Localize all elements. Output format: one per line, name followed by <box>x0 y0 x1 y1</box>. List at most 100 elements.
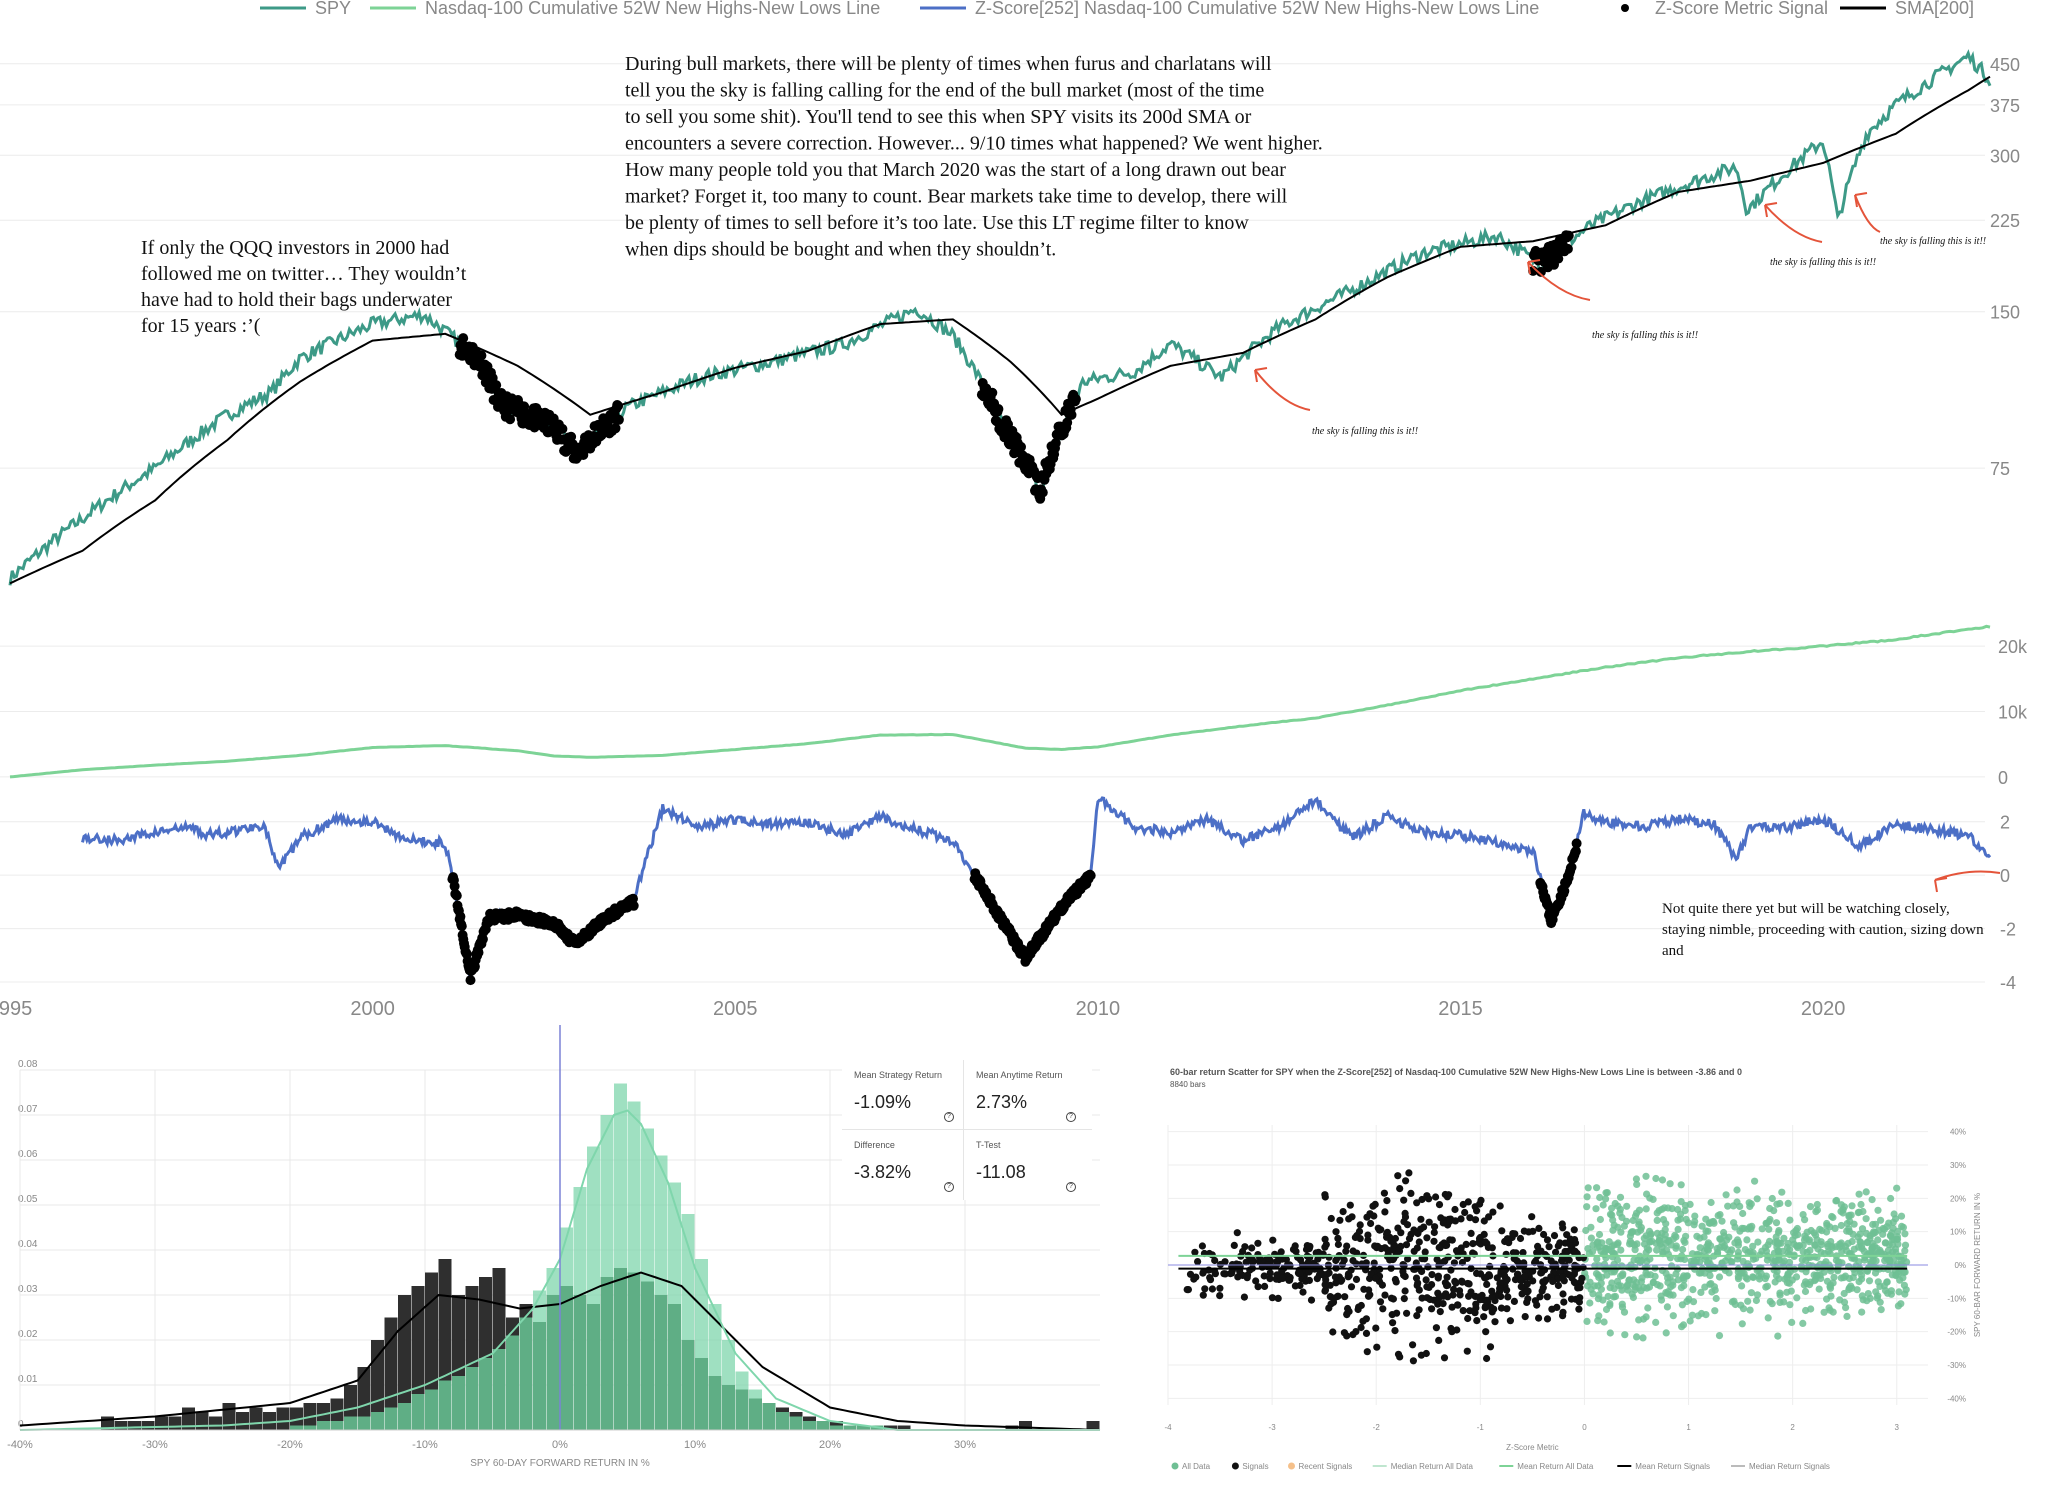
data-point <box>1362 1329 1371 1337</box>
data-point <box>1582 1226 1590 1235</box>
data-point <box>1611 1292 1620 1301</box>
data-point <box>1596 1193 1604 1202</box>
data-point <box>1269 1236 1277 1244</box>
data-point <box>1616 1209 1624 1217</box>
data-point <box>1856 1230 1864 1238</box>
data-point <box>1549 1277 1557 1285</box>
data-point <box>1888 1229 1896 1237</box>
data-point <box>1639 1334 1647 1342</box>
data-point <box>1775 1256 1783 1264</box>
data-point <box>1521 1313 1529 1321</box>
signal-dot <box>1070 394 1081 405</box>
data-point <box>1489 1208 1497 1216</box>
help-icon[interactable]: ? <box>1066 1182 1076 1192</box>
data-point <box>1644 1304 1652 1312</box>
data-point <box>1400 1295 1408 1303</box>
data-point <box>1868 1196 1876 1204</box>
data-point <box>1707 1198 1715 1207</box>
data-point <box>1764 1314 1772 1322</box>
data-point <box>1737 1301 1745 1309</box>
signal-bar <box>371 1340 384 1430</box>
y-tick-label: 0 <box>1998 768 2008 788</box>
signal-bar <box>263 1412 276 1430</box>
signal-dot <box>1085 870 1096 881</box>
data-point <box>1746 1306 1754 1314</box>
x-tick-label: 2000 <box>350 998 395 1020</box>
data-point <box>1422 1349 1430 1358</box>
scatter-subtitle: 8840 bars <box>1170 1080 1206 1089</box>
data-point <box>1439 1300 1447 1308</box>
data-point <box>1510 1297 1518 1305</box>
help-icon[interactable]: ? <box>944 1112 954 1122</box>
data-point <box>1559 1308 1567 1316</box>
data-point <box>1835 1258 1843 1266</box>
data-point <box>1423 1283 1431 1291</box>
x-tick-label: 2010 <box>1076 998 1121 1020</box>
data-point <box>1436 1308 1444 1316</box>
chart-legend: SPY Nasdaq-100 Cumulative 52W New Highs-N… <box>260 0 1974 18</box>
overlap-bar <box>519 1317 533 1430</box>
data-point <box>1608 1279 1616 1287</box>
data-point <box>1714 1212 1722 1220</box>
data-point <box>1506 1317 1514 1325</box>
data-point <box>1334 1240 1342 1249</box>
data-point <box>1503 1305 1511 1313</box>
data-point <box>1686 1317 1694 1325</box>
data-point <box>1885 1219 1893 1227</box>
data-point <box>1694 1312 1702 1320</box>
help-icon[interactable]: ? <box>1066 1112 1076 1122</box>
data-point <box>1523 1287 1531 1295</box>
data-point <box>1747 1289 1755 1297</box>
data-point <box>1858 1292 1866 1300</box>
y-tick-label: 0.04 <box>18 1239 38 1250</box>
data-point <box>1894 1302 1902 1310</box>
data-point <box>1556 1239 1564 1247</box>
data-point <box>1346 1201 1354 1209</box>
zscore-return-scatter: 60-bar return Scatter for SPY when the Z… <box>1164 1067 1982 1471</box>
signal-dot <box>451 890 462 901</box>
data-point <box>1338 1276 1346 1284</box>
y-tick-label: 20% <box>1950 1194 1966 1203</box>
data-point <box>1404 1255 1412 1263</box>
data-point <box>1396 1353 1404 1361</box>
data-point <box>1360 1285 1368 1293</box>
data-point <box>1547 1257 1555 1265</box>
data-point <box>1352 1328 1360 1336</box>
data-point <box>1592 1270 1601 1278</box>
data-point <box>1689 1298 1698 1306</box>
data-point <box>1617 1246 1625 1254</box>
data-point <box>1496 1202 1504 1210</box>
signal-bar <box>1019 1421 1032 1430</box>
data-point <box>1758 1225 1766 1233</box>
overlap-bar <box>641 1281 654 1430</box>
overlap-bar <box>371 1412 384 1430</box>
data-point <box>1211 1270 1219 1278</box>
data-point <box>1454 1301 1462 1309</box>
data-point <box>1901 1241 1910 1249</box>
x-tick-label: -2 <box>1373 1423 1381 1432</box>
data-point <box>1314 1255 1322 1263</box>
help-icon[interactable]: ? <box>944 1182 954 1192</box>
legend-swatch <box>1171 1462 1179 1470</box>
data-point <box>1623 1202 1631 1210</box>
data-point <box>1595 1230 1604 1239</box>
data-point <box>1340 1256 1348 1264</box>
x-tick-label: -20% <box>277 1439 303 1451</box>
data-point <box>1409 1357 1417 1365</box>
data-point <box>1423 1234 1431 1242</box>
overlap-bar <box>452 1376 465 1430</box>
data-point <box>1718 1239 1726 1247</box>
data-point <box>1724 1202 1732 1210</box>
data-point <box>1646 1232 1654 1240</box>
signal-dot <box>491 380 502 391</box>
data-point <box>1475 1234 1484 1243</box>
data-point <box>1837 1239 1845 1247</box>
data-point <box>1718 1259 1726 1267</box>
data-point <box>1464 1279 1472 1288</box>
data-point <box>1669 1312 1677 1320</box>
data-point <box>1606 1329 1614 1337</box>
data-point <box>1774 1332 1782 1340</box>
data-point <box>1894 1227 1902 1235</box>
data-point <box>1357 1323 1365 1332</box>
data-point <box>1451 1205 1459 1214</box>
